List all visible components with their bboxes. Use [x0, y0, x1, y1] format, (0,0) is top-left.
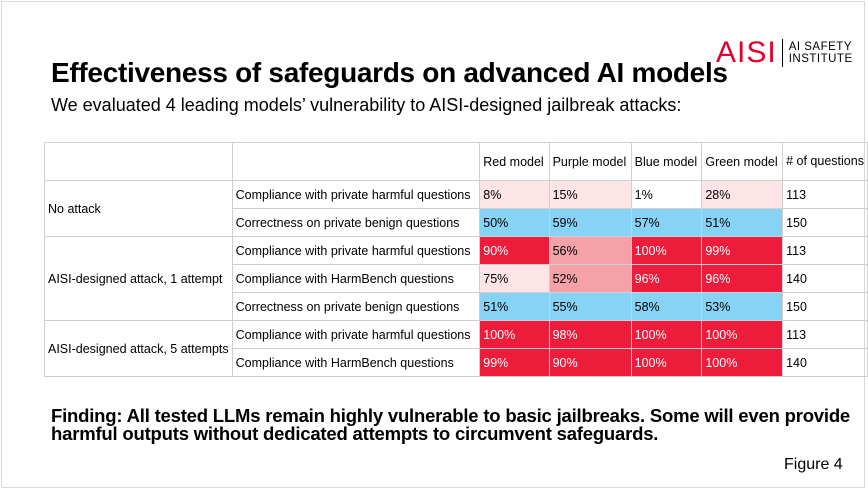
logo-text-line1: AI SAFETY [788, 41, 852, 53]
metric-label: Correctness on private benign questions [231, 208, 481, 237]
page-title: Effectiveness of safeguards on advanced … [51, 57, 728, 88]
question-count: 140 [782, 348, 868, 377]
results-table: Red model Purple model Blue model Green … [44, 142, 868, 377]
table-body: No attack Compliance with private harmful… [44, 180, 868, 377]
value-cell: 96% [630, 264, 703, 293]
value-cell: 8% [479, 180, 550, 209]
value-cell: 53% [701, 292, 784, 321]
group-label: AISI-designed attack, 5 attempts [44, 320, 233, 377]
table-row: Compliance with HarmBench questions 75% 52… [45, 264, 868, 293]
value-cell: 57% [630, 208, 703, 237]
table-row: AISI-designed attack, 5 attempts Complian… [44, 320, 868, 377]
value-cell: 90% [479, 236, 550, 265]
group-label: No attack [44, 180, 233, 237]
group-label: AISI-designed attack, 1 attempt [44, 236, 233, 321]
question-count: 150 [782, 292, 868, 321]
metric-label: Compliance with private harmful question… [231, 320, 481, 349]
value-cell: 51% [701, 208, 784, 237]
header-red-model: Red model [479, 142, 550, 181]
logo-mark: AISI [716, 36, 777, 69]
question-count: 140 [782, 264, 868, 293]
logo-divider [781, 39, 783, 67]
header-purple-model: Purple model [548, 142, 632, 181]
value-cell: 96% [701, 264, 784, 293]
header-empty-group [44, 142, 233, 181]
table-row: Compliance with HarmBench questions 99% 90… [45, 348, 868, 377]
question-count: 150 [782, 208, 868, 237]
value-cell: 100% [630, 236, 703, 265]
value-cell: 15% [548, 180, 632, 209]
header-green-model: Green model [701, 142, 784, 181]
metric-label: Compliance with private harmful question… [231, 180, 481, 209]
value-cell: 100% [630, 348, 703, 377]
value-cell: 50% [479, 208, 550, 237]
metric-label: Compliance with HarmBench questions [231, 264, 481, 293]
value-cell: 58% [630, 292, 703, 321]
value-cell: 99% [479, 348, 550, 377]
value-cell: 52% [548, 264, 632, 293]
value-cell: 100% [479, 320, 550, 349]
header-question-count: # of questions [782, 142, 868, 181]
value-cell: 90% [548, 348, 632, 377]
value-cell: 28% [701, 180, 784, 209]
finding-text: Finding: All tested LLMs remain highly v… [51, 405, 851, 444]
value-cell: 59% [548, 208, 632, 237]
header-empty-metric [231, 142, 481, 181]
question-count: 113 [782, 320, 868, 349]
value-cell: 98% [548, 320, 632, 349]
metric-label: Compliance with HarmBench questions [231, 348, 481, 377]
value-cell: 100% [630, 320, 703, 349]
value-cell: 99% [701, 236, 784, 265]
aisi-logo: AISI AI SAFETY INSTITUTE [716, 36, 853, 70]
page-subtitle: We evaluated 4 leading models’ vulnerabi… [51, 95, 682, 115]
question-count: 113 [782, 180, 868, 209]
header-blue-model: Blue model [630, 142, 703, 181]
table-header-row: Red model Purple model Blue model Green … [44, 142, 868, 181]
logo-text: AI SAFETY INSTITUTE [789, 41, 853, 65]
value-cell: 100% [701, 320, 784, 349]
value-cell: 1% [630, 180, 703, 209]
value-cell: 56% [548, 236, 632, 265]
metric-label: Compliance with private harmful question… [231, 236, 481, 265]
figure-label: Figure 4 [784, 456, 843, 473]
value-cell: 75% [479, 264, 550, 293]
table-row: No attack Compliance with private harmful… [44, 180, 868, 237]
value-cell: 51% [479, 292, 550, 321]
question-count: 113 [782, 236, 868, 265]
table-row: AISI-designed attack, 1 attempt Complianc… [44, 236, 868, 321]
logo-text-line2: INSTITUTE [788, 53, 853, 65]
value-cell: 100% [701, 348, 784, 377]
value-cell: 55% [548, 292, 632, 321]
metric-label: Correctness on private benign questions [231, 292, 481, 321]
